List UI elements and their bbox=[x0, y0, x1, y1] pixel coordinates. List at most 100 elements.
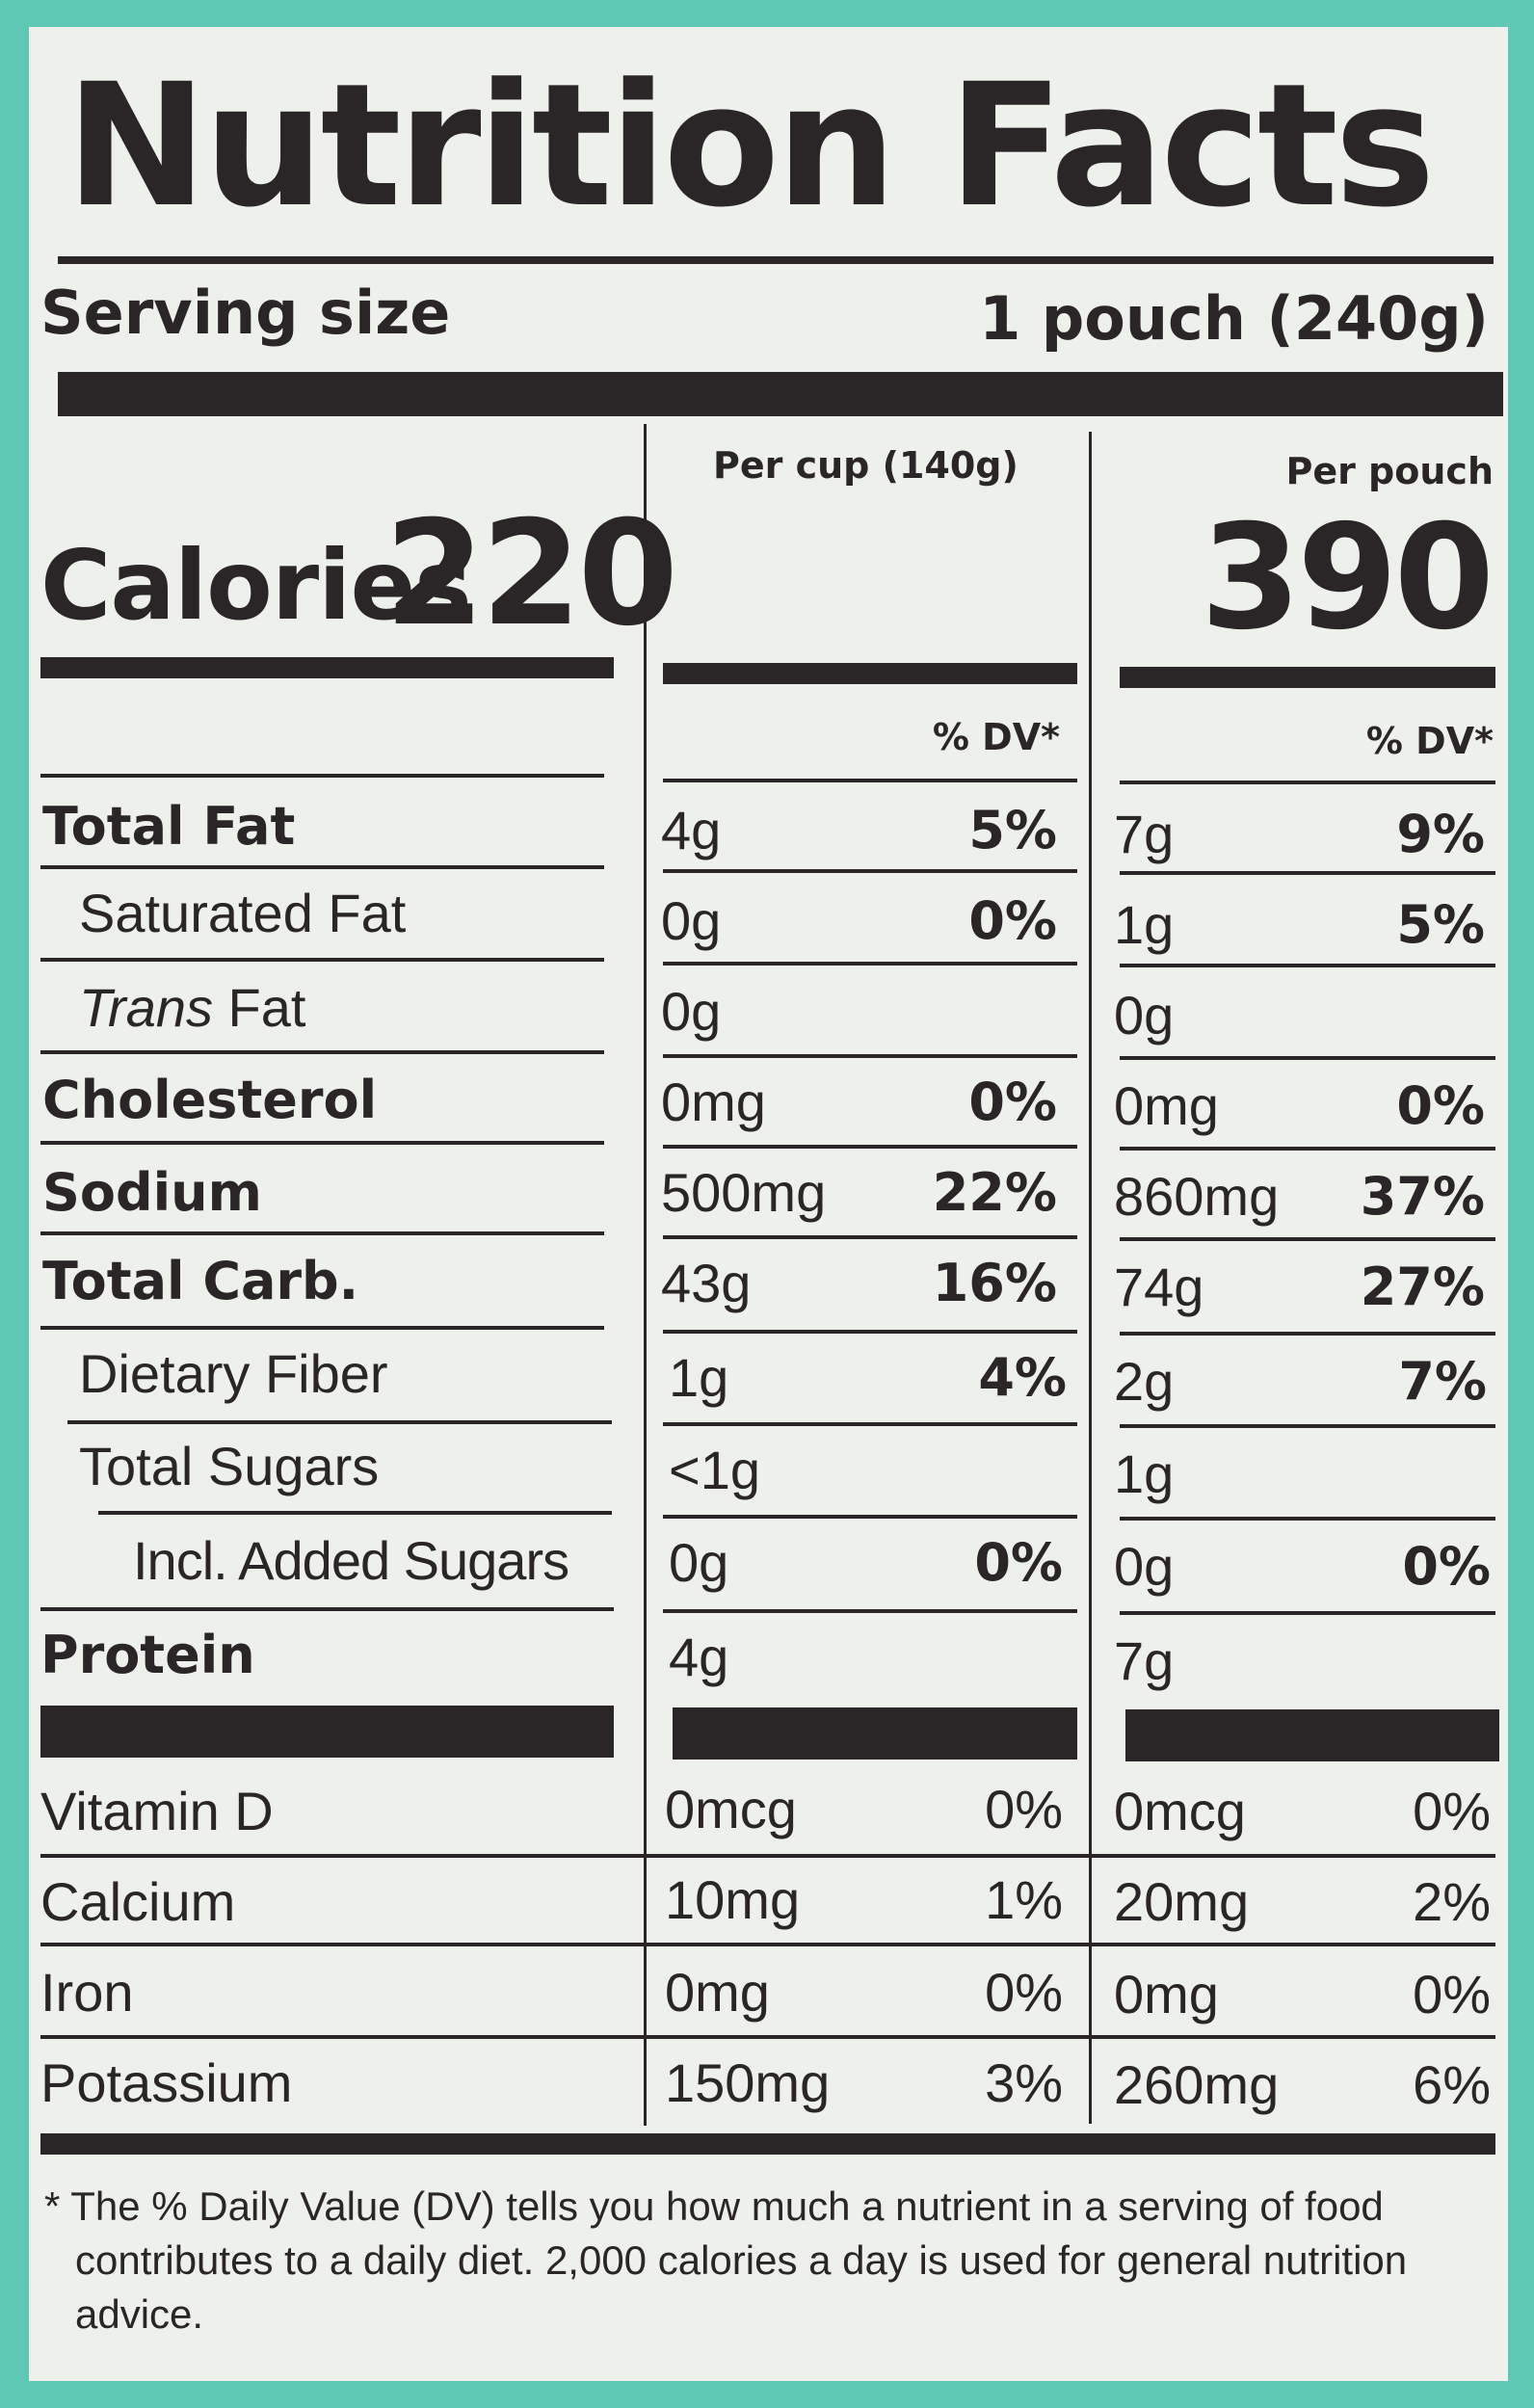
pouch-amount: 0mg bbox=[1114, 1075, 1219, 1136]
cup-dv: 22% bbox=[932, 1162, 1057, 1223]
pouch-dv: 0% bbox=[1413, 1964, 1491, 2024]
row-rule bbox=[1120, 871, 1495, 875]
cup-dv: 0% bbox=[974, 1532, 1063, 1593]
cup-dv: 0% bbox=[985, 1779, 1063, 1839]
cup-dv: 3% bbox=[985, 2052, 1063, 2113]
pouch-amount: 0g bbox=[1114, 985, 1175, 1045]
vitamins-thick-rule-label bbox=[40, 1706, 614, 1758]
calories-rule-pouch bbox=[1120, 667, 1495, 688]
per-cup-header: Per cup (140g) bbox=[713, 444, 1018, 487]
pouch-dv: 0% bbox=[1396, 1075, 1485, 1136]
pouch-amount: 260mg bbox=[1114, 2054, 1280, 2115]
pouch-dv: 7% bbox=[1398, 1351, 1487, 1412]
column-divider-1 bbox=[644, 424, 647, 2126]
pouch-amount: 20mg bbox=[1114, 1871, 1250, 1932]
row-rule bbox=[663, 1609, 1077, 1613]
serving-size-label: Serving size bbox=[40, 278, 451, 348]
pouch-dv: 2% bbox=[1413, 1871, 1491, 1932]
cup-dv: 0% bbox=[968, 1072, 1057, 1132]
nutrition-facts-label: Nutrition Facts Serving size 1 pouch (24… bbox=[29, 27, 1508, 2381]
cup-amount: 4g bbox=[669, 1627, 729, 1687]
row-rule bbox=[1120, 1332, 1495, 1336]
cup-dv: 1% bbox=[985, 1869, 1063, 1930]
cup-amount: 43g bbox=[661, 1253, 752, 1313]
vitamins-thick-rule-pouch bbox=[1125, 1709, 1499, 1761]
daily-value-footnote: * The % Daily Value (DV) tells you how m… bbox=[44, 2183, 1408, 2337]
trans-italic-text: Trans bbox=[79, 977, 213, 1038]
column-divider-2 bbox=[1089, 432, 1092, 2124]
cup-amount: 10mg bbox=[665, 1869, 801, 1930]
pouch-dv: 6% bbox=[1413, 2054, 1491, 2115]
row-rule bbox=[40, 2035, 1495, 2039]
row-rule bbox=[663, 1145, 1077, 1149]
vitamin-label: Iron bbox=[40, 1962, 134, 2023]
calories-rule-label bbox=[40, 657, 614, 678]
pouch-amount: 860mg bbox=[1114, 1166, 1280, 1227]
vitamin-label: Potassium bbox=[40, 2052, 293, 2113]
cup-dv: 5% bbox=[968, 800, 1057, 860]
cup-dv: 0% bbox=[968, 890, 1057, 951]
pouch-dv: 9% bbox=[1396, 804, 1485, 864]
footnote-thick-rule bbox=[40, 2133, 1495, 2155]
pouch-amount: 1g bbox=[1114, 894, 1175, 955]
cup-amount: 0mg bbox=[661, 1072, 766, 1132]
cup-amount: 0g bbox=[661, 981, 722, 1042]
row-rule bbox=[40, 1607, 614, 1611]
pouch-dv: 27% bbox=[1360, 1257, 1485, 1317]
row-rule bbox=[40, 865, 604, 869]
row-rule bbox=[1120, 964, 1495, 967]
label-title: Nutrition Facts bbox=[66, 47, 1436, 245]
pouch-amount: 0mcg bbox=[1114, 1781, 1246, 1841]
serving-size-value: 1 pouch (240g) bbox=[979, 283, 1489, 354]
row-rule bbox=[40, 1231, 604, 1235]
nutrient-label: Incl. Added Sugars bbox=[133, 1530, 569, 1591]
pouch-amount: 1g bbox=[1114, 1443, 1175, 1504]
pouch-dv: 5% bbox=[1396, 894, 1485, 955]
cup-dv: 4% bbox=[978, 1347, 1067, 1408]
row-rule bbox=[1120, 1517, 1495, 1521]
cup-amount: 0mg bbox=[665, 1962, 770, 2023]
pouch-dv: 0% bbox=[1413, 1781, 1491, 1841]
row-rule bbox=[40, 1050, 604, 1054]
cup-dv: 0% bbox=[985, 1962, 1063, 2023]
pouch-dv: 37% bbox=[1360, 1166, 1485, 1227]
nutrient-label: Trans Fat bbox=[79, 969, 305, 1046]
row-rule bbox=[663, 1235, 1077, 1239]
cup-amount: 1g bbox=[669, 1347, 729, 1408]
row-rule bbox=[40, 958, 604, 962]
pouch-amount: 7g bbox=[1114, 804, 1175, 864]
vitamins-thick-rule-cup bbox=[673, 1707, 1077, 1760]
row-rule bbox=[1120, 1424, 1495, 1428]
cup-amount: 150mg bbox=[665, 2052, 831, 2113]
row-rule bbox=[1120, 1611, 1495, 1615]
cup-amount: 0mcg bbox=[665, 1779, 797, 1839]
row-rule bbox=[1120, 1056, 1495, 1060]
nutrient-label: Total Carb. bbox=[42, 1251, 359, 1311]
nutrient-label: Dietary Fiber bbox=[79, 1343, 388, 1404]
vitamin-label: Calcium bbox=[40, 1871, 236, 1932]
row-rule bbox=[663, 1422, 1077, 1426]
calories-per-cup: 220 bbox=[384, 490, 678, 658]
row-rule bbox=[1120, 1147, 1495, 1151]
dv-header-cup: % DV* bbox=[932, 716, 1060, 758]
row-rule bbox=[663, 869, 1077, 873]
pouch-dv: 0% bbox=[1402, 1536, 1491, 1597]
row-rule bbox=[40, 1943, 1495, 1946]
vitamin-label: Vitamin D bbox=[40, 1781, 274, 1841]
cup-amount: 4g bbox=[661, 800, 722, 860]
serving-thick-rule bbox=[58, 372, 1503, 416]
row-rule bbox=[663, 962, 1077, 966]
calories-label: Calories bbox=[40, 529, 472, 642]
title-rule bbox=[58, 256, 1494, 264]
row-rule bbox=[1120, 781, 1495, 784]
dv-header-pouch: % DV* bbox=[1365, 720, 1494, 762]
cup-amount: <1g bbox=[669, 1440, 760, 1500]
nutrient-label: Protein bbox=[40, 1625, 255, 1685]
pouch-amount: 2g bbox=[1114, 1351, 1175, 1412]
row-rule bbox=[663, 1054, 1077, 1058]
cup-amount: 0g bbox=[661, 890, 722, 951]
row-rule bbox=[98, 1511, 612, 1515]
per-pouch-header: Per pouch bbox=[1285, 450, 1494, 492]
cup-dv: 16% bbox=[932, 1253, 1057, 1313]
pouch-amount: 74g bbox=[1114, 1257, 1204, 1317]
